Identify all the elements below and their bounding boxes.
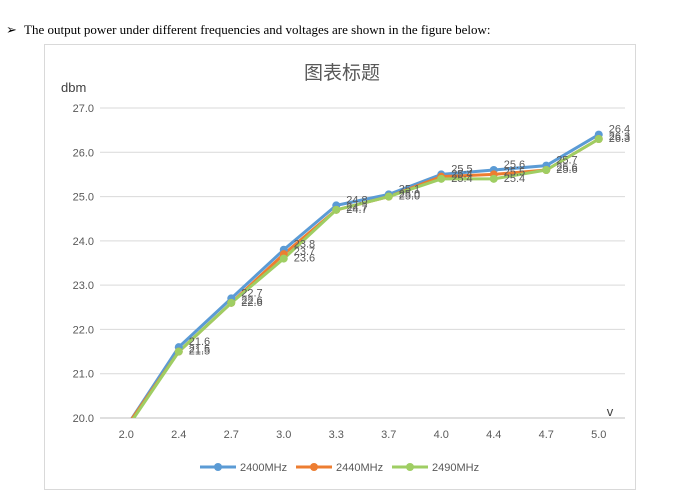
- x-tick-label: 3.3: [329, 429, 344, 441]
- data-label: 26.3: [609, 131, 630, 143]
- data-labels: 21.622.723.824.825.125.5 25.6 25.726.421.5…: [189, 124, 630, 358]
- series-line-2440MHz: [130, 137, 601, 418]
- data-label: 24.8: [346, 194, 367, 206]
- data-points: [174, 130, 603, 356]
- x-tick-label: 4.0: [434, 429, 449, 441]
- data-point-2490MHz: [594, 135, 603, 143]
- intro-text: The output power under different frequen…: [24, 22, 491, 37]
- series-line-2400MHz: [130, 133, 601, 418]
- chart-title: 图表标题: [304, 62, 380, 84]
- x-tick-label: 2.7: [224, 429, 239, 441]
- data-label: 24.7: [346, 202, 367, 214]
- data-label: 21.5: [189, 344, 210, 356]
- data-label: 25.5: [504, 166, 525, 178]
- data-label: 21.6: [189, 336, 210, 348]
- y-tick-labels: 20.0 21.0 22.0 23.0 24.0 25.0 26.0 27.0: [73, 103, 94, 425]
- x-tick-label: 3.7: [381, 429, 396, 441]
- data-label: 25.7: [556, 155, 577, 167]
- data-label: 25.5: [451, 163, 472, 175]
- data-label: 25.6: [556, 162, 577, 174]
- data-label: 25.0: [399, 191, 420, 203]
- y-tick-label: 20.0: [73, 413, 94, 425]
- data-label: 22.7: [241, 287, 262, 299]
- data-label: 23.7: [294, 246, 315, 258]
- data-point-2490MHz: [227, 298, 236, 307]
- data-point-2490MHz: [279, 254, 288, 263]
- legend: 2400MHz 2440MHz 2490MHz: [200, 462, 479, 474]
- x-tick-label: 3.0: [276, 429, 291, 441]
- data-label: 26.3: [609, 133, 630, 145]
- data-label: 26.4: [609, 124, 630, 136]
- data-label: 25.0: [399, 189, 420, 201]
- data-label: 25.6: [504, 159, 525, 171]
- x-tick-label: 2.4: [171, 429, 186, 441]
- legend-marker-2490MHz: [406, 463, 414, 471]
- x-tick-label: 4.4: [486, 429, 501, 441]
- arrow-bullet-icon: ➢: [6, 22, 17, 37]
- data-label: 25.4: [451, 173, 472, 185]
- data-label: 23.6: [294, 253, 315, 265]
- data-point-2490MHz: [332, 205, 341, 214]
- legend-entry: 2400MHz: [240, 462, 287, 474]
- data-point-2490MHz: [437, 174, 446, 183]
- data-label: 21.5: [189, 346, 210, 358]
- y-tick-label: 22.0: [73, 324, 94, 336]
- data-label: 25.4: [451, 169, 472, 181]
- y-tick-label: 26.0: [73, 147, 94, 159]
- series-line-2490MHz: [132, 137, 601, 418]
- series-lines: [130, 133, 601, 418]
- line-chart: 图表标题 dbm v 20.021.022.023.024.025.026.02…: [61, 62, 630, 474]
- y-tick-label: 21.0: [73, 369, 94, 381]
- x-tick-labels: 2.0 2.4 2.7 3.0 3.3 3.7 4.0 4.4 4.7 5.0: [119, 429, 607, 441]
- y-tick-label: 27.0: [73, 103, 94, 115]
- data-label: 22.6: [241, 297, 262, 309]
- x-tick-label: 2.0: [119, 429, 134, 441]
- legend-marker-2400MHz: [214, 463, 222, 471]
- x-tick-label: 5.0: [591, 429, 606, 441]
- data-label: 22.6: [241, 295, 262, 307]
- y-tick-label: 25.0: [73, 192, 94, 204]
- data-label: 24.7: [346, 204, 367, 216]
- intro-line: ➢ The output power under different freque…: [6, 22, 491, 38]
- legend-entry: 2490MHz: [432, 462, 479, 474]
- gridlines: [100, 107, 625, 419]
- data-point-2490MHz: [174, 347, 183, 356]
- legend-marker-2440MHz: [310, 463, 318, 471]
- data-point-2490MHz: [384, 192, 393, 201]
- data-point-2490MHz: [542, 166, 551, 174]
- data-label: 25.1: [399, 183, 420, 195]
- legend-entry: 2440MHz: [336, 462, 383, 474]
- chart-frame: 图表标题 dbm v 20.0 21.0 22.0 23.0 24.0 25.0 26.0 2…: [44, 44, 636, 490]
- y-tick-label: 24.0: [73, 236, 94, 248]
- data-label: 23.8: [294, 239, 315, 251]
- y-axis-label: dbm: [61, 80, 86, 95]
- y-tick-label: 23.0: [73, 280, 94, 292]
- data-point-2490MHz: [489, 174, 498, 183]
- x-tick-label: 4.7: [539, 429, 554, 441]
- data-label: 25.6: [556, 164, 577, 176]
- x-axis-label: v: [607, 404, 614, 419]
- data-label: 25.4: [504, 173, 525, 185]
